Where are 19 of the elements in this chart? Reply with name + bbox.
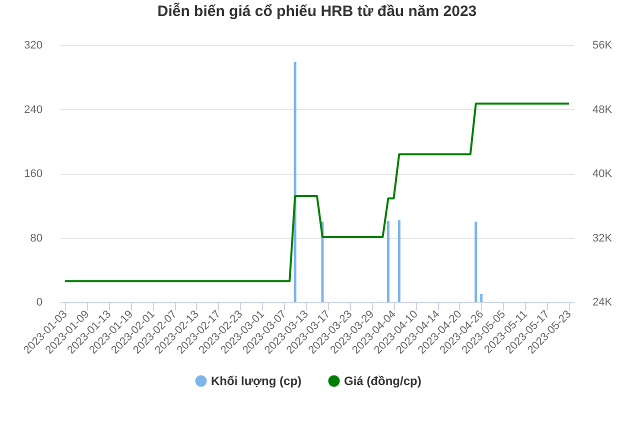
bar: [386, 220, 390, 302]
bar: [474, 222, 478, 302]
legend-label: Khối lượng (cp): [211, 374, 302, 388]
y-tick-label: 0: [36, 296, 42, 308]
line-series: [64, 102, 570, 282]
y2-tick-label: 40K: [592, 168, 613, 180]
y2-tick-label: 56K: [592, 40, 613, 52]
y-tick-label: 80: [30, 232, 42, 244]
y-tick-label: 240: [24, 104, 42, 116]
y-tick-label: 320: [24, 40, 42, 52]
y-tick-label: 160: [24, 168, 42, 180]
bar: [480, 294, 483, 302]
bar: [294, 62, 296, 302]
y2-tick-label: 48K: [592, 104, 613, 116]
chart-title: Diễn biến giá cổ phiếu HRB từ đầu năm 2023: [157, 2, 477, 20]
bar: [398, 220, 400, 302]
legend-label: Giá (đồng/cp): [344, 374, 422, 388]
y2-tick-label: 32K: [592, 232, 613, 244]
y2-tick-label: 24K: [592, 296, 613, 308]
